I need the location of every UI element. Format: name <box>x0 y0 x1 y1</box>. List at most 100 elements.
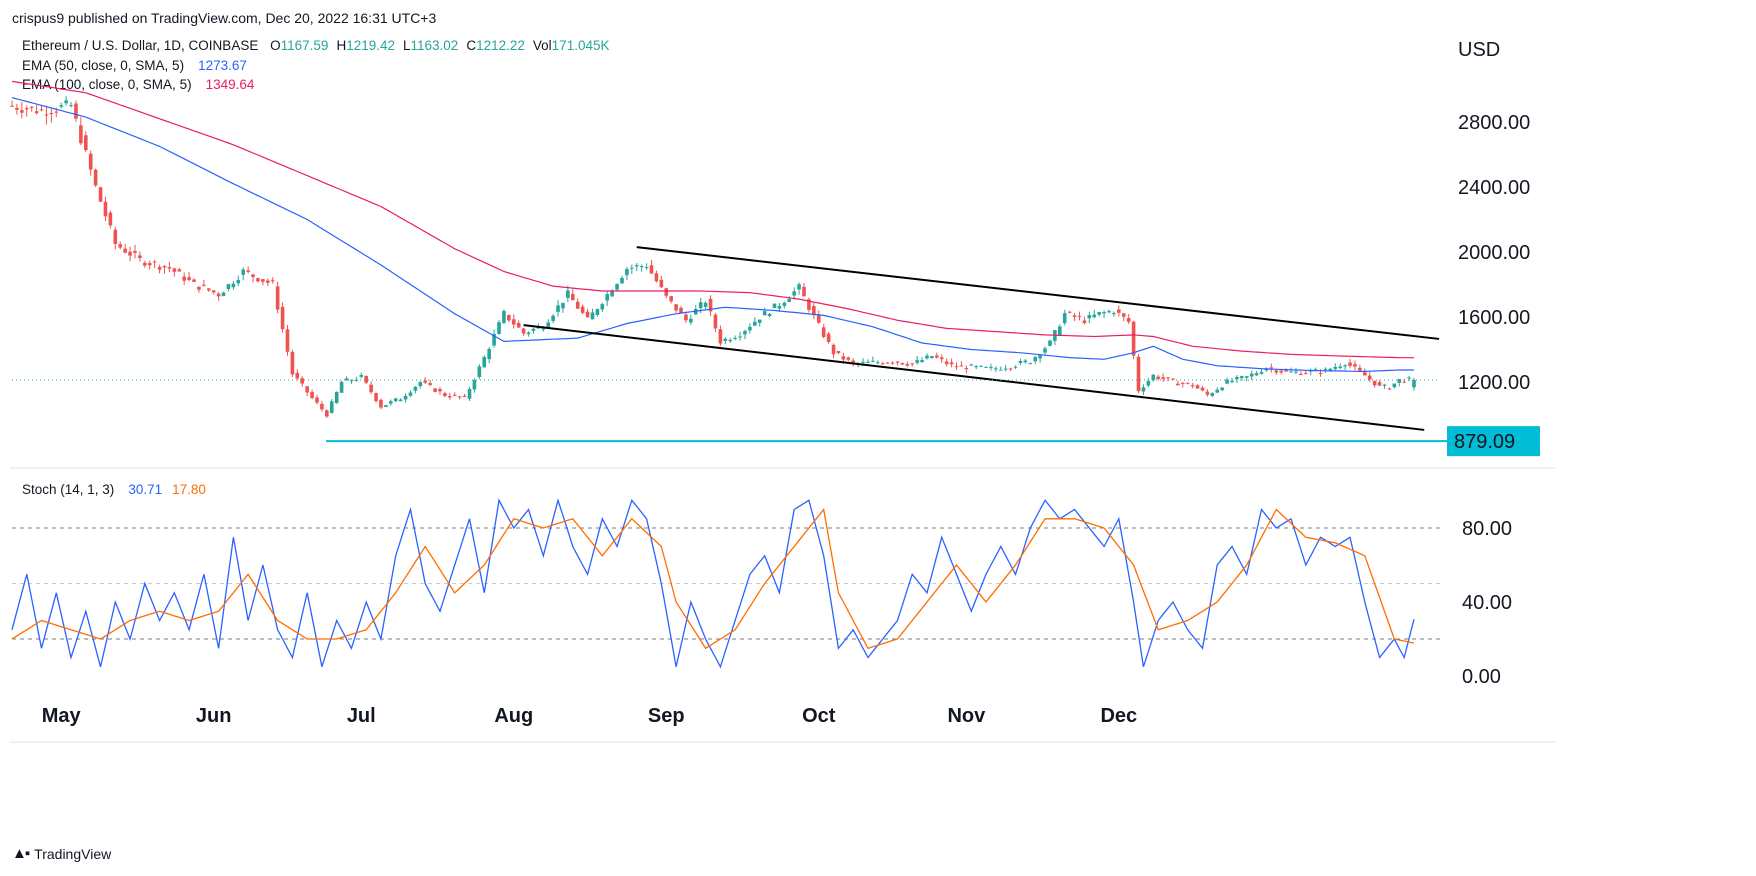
candle-body <box>408 392 413 396</box>
ohlcv-o: O1167.59 <box>270 38 329 53</box>
candle-body <box>644 267 649 269</box>
ema100-label: EMA (100, close, 0, SMA, 5) <box>22 77 192 92</box>
candle-body <box>507 314 511 321</box>
candle-body <box>467 388 472 399</box>
candle-body <box>566 290 570 298</box>
candle-body <box>54 111 59 113</box>
candle-body <box>846 357 851 360</box>
candle-body <box>98 187 103 202</box>
candle-body <box>708 298 713 312</box>
candle-body <box>777 306 782 309</box>
candle-body <box>1240 376 1244 379</box>
candle-body <box>1333 366 1338 369</box>
candle-body <box>384 405 388 407</box>
candle-body <box>693 309 698 315</box>
candle-body <box>590 312 595 320</box>
candle-body <box>290 351 295 375</box>
candle-body <box>654 273 659 282</box>
candle-body <box>300 378 305 384</box>
candle-body <box>413 386 418 391</box>
candle-body <box>625 268 629 276</box>
candle-body <box>1259 372 1264 374</box>
candle-body <box>998 369 1003 371</box>
stoch-k-line <box>11 498 1415 669</box>
candle-body <box>969 364 974 366</box>
candle-body <box>1018 360 1023 363</box>
candle-body <box>994 368 998 370</box>
publisher-credit: crispus9 published on TradingView.com, D… <box>12 10 437 26</box>
candle-body <box>1048 340 1052 346</box>
candle-body <box>556 305 560 312</box>
candle-body <box>689 318 693 323</box>
candle-body <box>1387 388 1392 390</box>
candle-body <box>910 363 915 365</box>
candle-body <box>403 396 408 400</box>
candle-body <box>1353 364 1357 367</box>
candle-body <box>875 362 880 364</box>
ohlcv-vol: Vol171.045K <box>532 38 610 53</box>
candle-body <box>1077 315 1082 317</box>
stoch-d-line <box>11 507 1415 650</box>
candle-body <box>477 366 482 378</box>
candle-body <box>1087 315 1092 319</box>
candle-body <box>177 269 182 272</box>
candle-body <box>1141 387 1146 392</box>
month-tick-label: Dec <box>1100 705 1137 727</box>
candle-body <box>1235 376 1239 380</box>
candle-body <box>1038 354 1042 359</box>
candle-body <box>182 276 186 281</box>
price-tick-label: 1600.00 <box>1458 307 1530 329</box>
candle-body <box>935 355 939 358</box>
month-tick-label: Jun <box>196 705 232 727</box>
ohlcv-h: H1219.42 <box>336 38 395 53</box>
candle-body <box>905 364 910 366</box>
candle-body <box>713 314 718 329</box>
candle-body <box>1126 318 1131 322</box>
ema50-line <box>11 97 1414 372</box>
candle-body <box>1299 373 1303 375</box>
candle-body <box>502 310 506 323</box>
candle-body <box>1013 366 1018 368</box>
candle-body <box>762 311 767 316</box>
candle-body <box>871 360 875 362</box>
candle-body <box>748 326 752 331</box>
candle-body <box>728 339 733 342</box>
candle-body <box>944 361 949 365</box>
candle-body <box>1348 362 1352 366</box>
candle-body <box>939 357 944 360</box>
candle-body <box>531 328 536 331</box>
month-tick-label: Oct <box>802 705 836 727</box>
candle-body <box>1382 384 1387 386</box>
candle-body <box>792 291 796 296</box>
candle-body <box>369 384 373 393</box>
candle-body <box>959 365 964 367</box>
candle-body <box>10 105 14 107</box>
candle-body <box>266 280 270 283</box>
stoch-k-value: 30.71 <box>128 482 163 497</box>
month-tick-label: Jul <box>347 705 376 727</box>
candle-body <box>1338 366 1343 368</box>
candle-body <box>610 290 614 297</box>
candle-body <box>605 294 610 301</box>
month-tick-label: Aug <box>494 705 533 727</box>
price-tick-label: 2000.00 <box>1458 242 1530 264</box>
candle-body <box>315 397 319 403</box>
candle-body <box>128 251 132 256</box>
candle-body <box>984 366 988 368</box>
candle-body <box>1156 376 1160 379</box>
candle-body <box>216 293 221 297</box>
candle-body <box>1303 373 1308 375</box>
ema100-legend: EMA (100, close, 0, SMA, 5) 1349.64 <box>22 77 254 92</box>
candle-body <box>344 378 349 381</box>
candle-body <box>1269 367 1274 369</box>
candle-body <box>256 278 260 282</box>
candle-body <box>118 244 123 248</box>
candle-body <box>34 111 39 114</box>
price-tick-label: 2800.00 <box>1458 112 1530 134</box>
candle-body <box>211 290 216 293</box>
candle-body <box>1003 368 1008 370</box>
candle-body <box>841 356 846 360</box>
month-tick-label: Sep <box>648 705 685 727</box>
candle-body <box>664 288 669 296</box>
